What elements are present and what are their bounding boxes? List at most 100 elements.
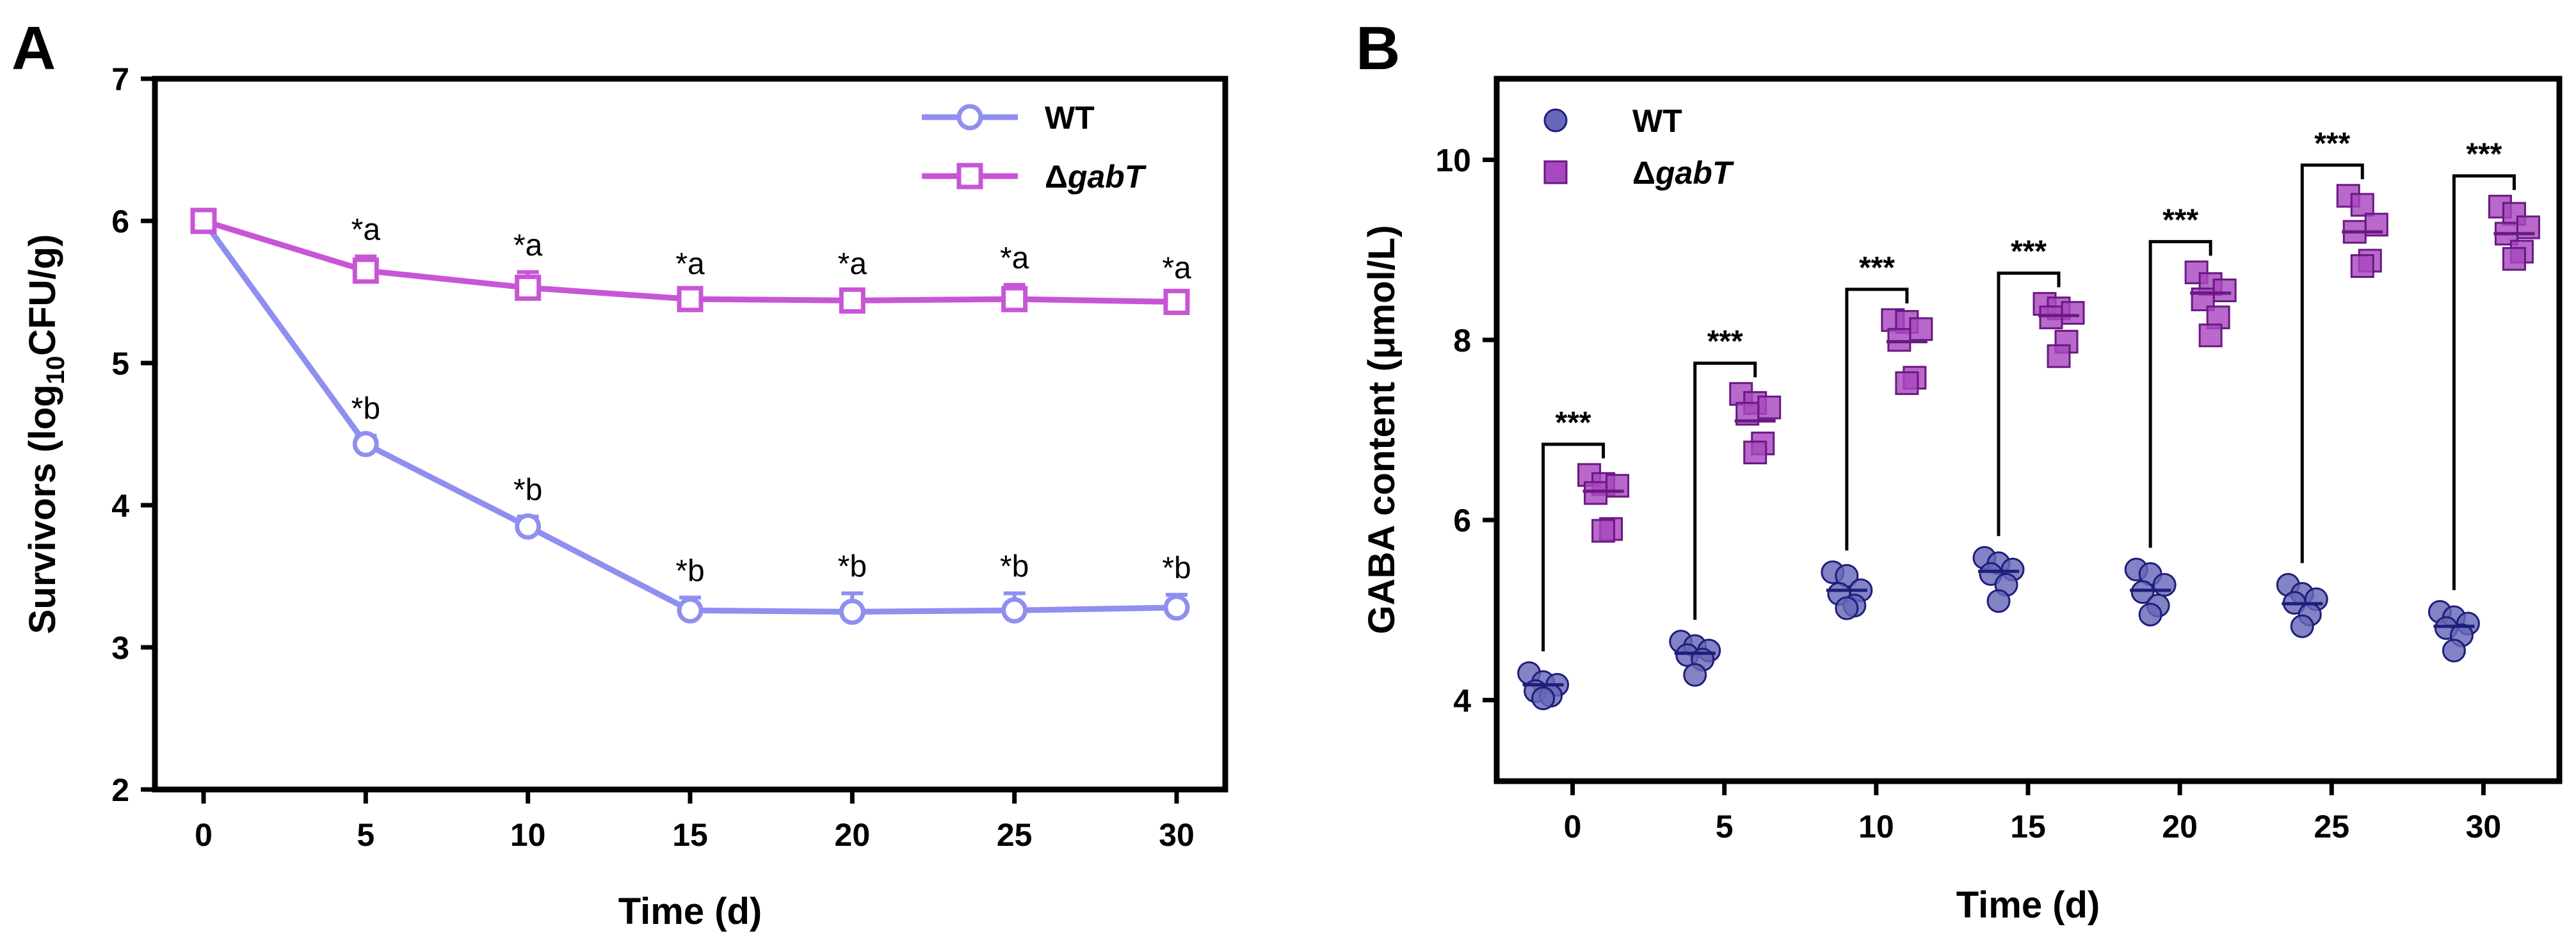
legend-b-gabt-label: ΔgabT [1632, 155, 1735, 191]
x-tick-label: 15 [672, 817, 708, 853]
y-tick-label: 4 [111, 488, 129, 524]
significance-stars: *** [2466, 138, 2502, 172]
wt-data-point [2442, 638, 2466, 663]
data-point [1163, 594, 1190, 621]
category-group: *** [2427, 138, 2540, 663]
significance-bracket [1845, 287, 1909, 551]
panel-a-y-axis-title: Survivors (log10CFU/g) [22, 234, 70, 635]
category-group: *** [2124, 203, 2237, 627]
data-point [1001, 286, 1028, 312]
gabt-data-point [1887, 328, 1912, 352]
wt-data-point [1683, 663, 1707, 687]
legend-b-wt-label: WT [1632, 103, 1682, 139]
y-tick-label: 3 [111, 630, 129, 666]
y-tick-label: 6 [111, 204, 129, 239]
gabt-data-point [1743, 441, 1767, 465]
panel-a-y-title-subscript: 10 [42, 356, 70, 385]
significance-label: *a [513, 229, 543, 263]
significance-stars: *** [2314, 127, 2350, 161]
panel-b-x-axis-title: Time (d) [1956, 884, 2100, 926]
x-tick-label: 0 [195, 817, 213, 853]
y-tick-label: 7 [111, 61, 129, 97]
significance-bracket [1997, 271, 2061, 537]
panel-b-data-layer: *** *** *** *** *** *** *** [1517, 127, 2540, 711]
significance-label: *a [675, 247, 705, 281]
legend-gabt-delta: Δ [1045, 159, 1068, 195]
panel-a-data-layer: *b *b *b *b *b *b *a *a *a *a *a *a [190, 207, 1191, 625]
legend-b-wt-marker [1543, 108, 1568, 133]
wt-data-point [2130, 580, 2155, 604]
significance-label: *a [1000, 241, 1029, 275]
x-tick-label: 5 [357, 817, 374, 853]
significance-stars: *** [2011, 235, 2047, 269]
panel-a-axes: 2 3 4 5 6 7 0 5 10 15 20 25 30 [111, 61, 1195, 853]
gabt-data-point [2047, 344, 2071, 368]
panel-a-x-axis-title: Time (d) [618, 891, 762, 932]
panel-b-letter: B [1356, 14, 1400, 83]
data-point [515, 274, 542, 301]
legend-gabt-label: ΔgabT [1045, 159, 1147, 195]
legend-gabt-marker [956, 163, 983, 190]
gabt-data-point [2061, 301, 2085, 325]
significance-label: *b [838, 550, 867, 584]
x-tick-label: 20 [835, 817, 871, 853]
data-point [190, 207, 217, 234]
x-tick-label: 25 [997, 817, 1033, 853]
data-point [1001, 597, 1028, 624]
legend-b-gabt-delta: Δ [1632, 155, 1655, 191]
legend-b-gabt-marker [1543, 160, 1568, 184]
gabt-data-point [1895, 371, 1919, 395]
x-tick-label: 20 [2162, 809, 2198, 845]
gabt-data-point [2350, 254, 2374, 279]
gabt-data-point [1591, 519, 1616, 543]
significance-bracket [1693, 361, 1757, 620]
data-point [839, 599, 865, 625]
y-tick-label: 8 [1453, 323, 1471, 359]
significance-stars: *** [1707, 325, 1743, 359]
data-point [839, 287, 865, 314]
panel-b-axes: 4 6 8 10 0 5 10 15 20 25 30 [1435, 143, 2501, 845]
gabt-data-point [1606, 474, 1630, 498]
y-tick-label: 10 [1435, 143, 1471, 179]
data-point [677, 286, 704, 312]
significance-stars: *** [1859, 251, 1895, 285]
gabt-data-point [2212, 279, 2237, 303]
significance-bracket [2148, 239, 2212, 548]
significance-label: *b [1162, 551, 1191, 585]
significance-label: *a [838, 247, 867, 281]
data-point [515, 513, 542, 540]
x-tick-label: 10 [510, 817, 546, 853]
legend-b-gabt-gene: gabT [1655, 155, 1735, 191]
category-group: *** [1517, 406, 1630, 711]
category-group: *** [1821, 251, 1933, 620]
panel-b: B *** *** *** *** *** *** *** 4 6 8 10 0 5 10 15 20 25 3… [1356, 14, 2563, 926]
panel-a-y-title-main: Survivors (log [22, 384, 63, 634]
wt-data-point [1835, 596, 1859, 620]
wt-data-point [1531, 686, 1556, 711]
significance-bracket [2452, 174, 2516, 590]
data-point [677, 597, 704, 624]
data-point [1163, 289, 1190, 316]
gabt-data-point [2350, 193, 2374, 217]
legend-wt-marker [956, 104, 983, 131]
data-point [352, 257, 379, 284]
significance-label: *b [675, 554, 704, 588]
significance-label: *b [1000, 550, 1029, 584]
significance-bracket [1542, 442, 1606, 652]
x-tick-label: 5 [1716, 809, 1734, 845]
significance-stars: *** [1556, 406, 1591, 440]
category-group: *** [2276, 127, 2388, 638]
wt-data-point [1986, 589, 2011, 613]
category-group: *** [1972, 235, 2085, 613]
x-tick-label: 25 [2314, 809, 2349, 845]
gabt-data-point [2039, 305, 2063, 330]
y-tick-label: 2 [111, 772, 129, 808]
significance-label: *a [1162, 251, 1191, 285]
significance-label: *b [513, 473, 542, 507]
panel-b-y-axis-title: GABA content (μmol/L) [1361, 225, 1403, 634]
x-tick-label: 30 [1159, 817, 1195, 853]
category-group: *** [1669, 325, 1782, 687]
x-tick-label: 15 [2010, 809, 2046, 845]
